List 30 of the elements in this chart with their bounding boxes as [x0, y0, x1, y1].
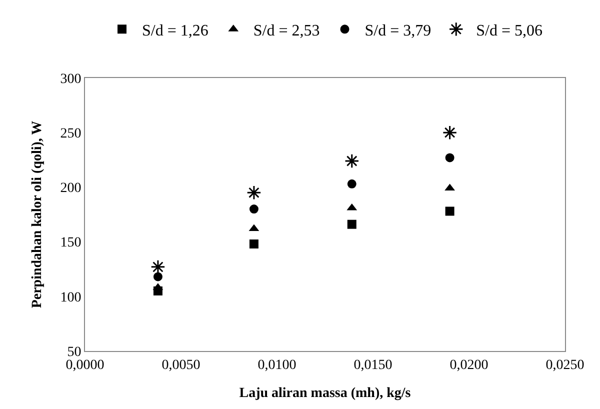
legend-label: S/d = 5,06 — [476, 22, 542, 40]
x-tick-label: 0,0050 — [162, 358, 200, 373]
point — [246, 185, 262, 200]
y-tick-label: 150 — [60, 236, 82, 251]
x-axis-title: Laju aliran massa (mh), kg/s — [239, 386, 412, 402]
point — [344, 154, 360, 168]
x-tick-label: 0,0200 — [450, 358, 488, 373]
y-tick-label: 250 — [60, 126, 82, 142]
x-tick-label: 0,0100 — [258, 358, 296, 373]
point — [249, 204, 258, 214]
y-axis-title: Perpindahan kalor oli (qoli), W — [30, 120, 45, 308]
point — [150, 260, 166, 274]
point — [445, 206, 454, 216]
point — [347, 220, 356, 229]
legend-label: S/d = 2,53 — [253, 22, 320, 40]
point — [153, 272, 162, 282]
y-tick-label: 300 — [60, 72, 82, 87]
x-tick-label: 0,0250 — [546, 358, 584, 373]
point — [249, 239, 258, 248]
point — [445, 153, 454, 162]
y-tick-label: 200 — [60, 181, 82, 196]
y-tick-label: 50 — [67, 344, 82, 360]
x-tick-label: 0,0000 — [66, 358, 104, 373]
point — [347, 179, 356, 188]
point — [444, 184, 455, 191]
point — [442, 125, 458, 140]
x-tick-label: 0,0150 — [354, 358, 392, 373]
legend-label: S/d = 3,79 — [364, 22, 432, 40]
y-tick-label: 100 — [60, 290, 82, 306]
legend-label: S/d = 1,26 — [142, 22, 208, 40]
